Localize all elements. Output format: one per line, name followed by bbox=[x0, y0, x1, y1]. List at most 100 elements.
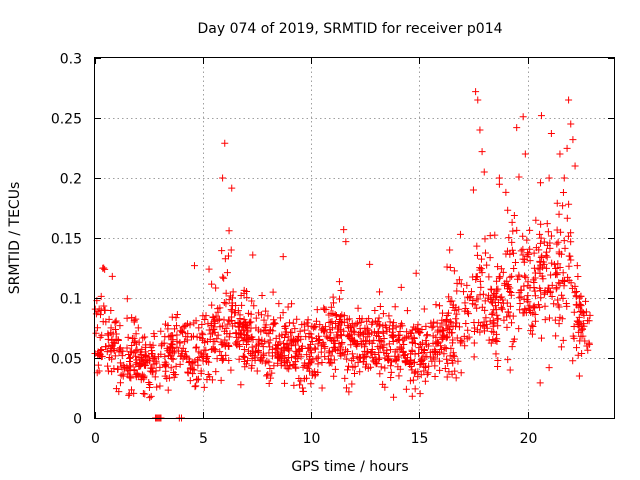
data-point bbox=[491, 290, 499, 298]
data-point bbox=[357, 328, 365, 336]
data-point bbox=[231, 309, 239, 317]
data-point bbox=[414, 368, 422, 376]
data-point bbox=[126, 348, 134, 356]
data-point bbox=[515, 289, 523, 297]
data-point bbox=[221, 139, 229, 147]
data-point bbox=[555, 303, 563, 311]
data-point bbox=[314, 360, 322, 368]
data-point bbox=[316, 321, 324, 329]
data-point bbox=[266, 336, 274, 344]
data-point bbox=[515, 173, 523, 181]
data-point bbox=[234, 318, 242, 326]
data-point bbox=[379, 343, 387, 351]
data-point bbox=[565, 96, 573, 104]
data-point bbox=[531, 292, 539, 300]
data-point bbox=[516, 306, 524, 314]
data-point bbox=[563, 144, 571, 152]
data-point bbox=[579, 320, 587, 328]
data-point bbox=[262, 307, 270, 315]
data-point bbox=[335, 278, 343, 286]
data-point bbox=[291, 352, 299, 360]
data-point bbox=[423, 370, 431, 378]
data-point bbox=[220, 274, 228, 282]
data-point bbox=[326, 335, 334, 343]
data-point bbox=[379, 310, 387, 318]
data-point bbox=[360, 343, 368, 351]
data-point bbox=[320, 328, 328, 336]
x-axis-label: GPS time / hours bbox=[291, 459, 408, 475]
x-tick-label: 5 bbox=[199, 431, 208, 447]
data-point bbox=[130, 339, 138, 347]
data-point bbox=[307, 380, 315, 388]
data-point bbox=[393, 337, 401, 345]
data-point bbox=[488, 310, 496, 318]
data-point bbox=[395, 353, 403, 361]
data-point bbox=[270, 362, 278, 370]
data-point bbox=[329, 309, 337, 317]
data-point bbox=[264, 371, 272, 379]
data-point bbox=[252, 324, 260, 332]
data-point bbox=[132, 347, 140, 355]
data-point bbox=[97, 292, 105, 300]
data-point bbox=[192, 317, 200, 325]
data-point bbox=[537, 234, 545, 242]
data-point bbox=[142, 351, 150, 359]
data-point bbox=[125, 357, 133, 365]
data-point bbox=[107, 329, 115, 337]
data-point bbox=[543, 264, 551, 272]
data-point bbox=[513, 124, 521, 132]
data-point bbox=[325, 347, 333, 355]
data-point bbox=[562, 300, 570, 308]
data-point bbox=[356, 332, 364, 340]
data-point bbox=[305, 330, 313, 338]
data-point bbox=[511, 259, 519, 267]
data-point bbox=[453, 287, 461, 295]
data-point bbox=[116, 379, 124, 387]
data-point bbox=[343, 355, 351, 363]
data-point bbox=[532, 216, 540, 224]
data-point bbox=[310, 322, 318, 330]
data-point bbox=[567, 120, 575, 128]
data-point bbox=[509, 338, 517, 346]
data-point bbox=[519, 245, 527, 253]
data-point bbox=[91, 305, 99, 313]
data-point bbox=[342, 238, 350, 246]
data-point bbox=[495, 174, 503, 182]
data-point bbox=[344, 331, 352, 339]
data-point bbox=[325, 311, 333, 319]
data-point bbox=[186, 365, 194, 373]
data-point bbox=[133, 370, 141, 378]
data-point bbox=[446, 318, 454, 326]
data-point bbox=[158, 340, 166, 348]
data-point bbox=[368, 345, 376, 353]
data-point bbox=[252, 314, 260, 322]
data-point bbox=[184, 369, 192, 377]
data-point bbox=[123, 344, 131, 352]
data-point bbox=[537, 334, 545, 342]
data-point bbox=[331, 365, 339, 373]
data-point bbox=[461, 342, 469, 350]
data-point bbox=[473, 242, 481, 250]
data-point bbox=[327, 303, 335, 311]
data-point bbox=[248, 362, 256, 370]
data-point bbox=[227, 246, 235, 254]
data-point bbox=[281, 330, 289, 338]
data-point bbox=[423, 332, 431, 340]
data-point bbox=[235, 333, 243, 341]
data-point bbox=[368, 349, 376, 357]
data-point bbox=[473, 326, 481, 334]
data-point bbox=[341, 351, 349, 359]
data-point bbox=[192, 382, 200, 390]
data-point bbox=[536, 179, 544, 187]
data-point bbox=[176, 327, 184, 335]
data-point bbox=[453, 334, 461, 342]
data-point bbox=[202, 312, 210, 320]
data-point bbox=[354, 304, 362, 312]
data-point bbox=[192, 344, 200, 352]
data-point bbox=[314, 368, 322, 376]
data-point bbox=[166, 332, 174, 340]
data-point bbox=[322, 332, 330, 340]
data-point bbox=[457, 280, 465, 288]
data-point bbox=[281, 322, 289, 330]
data-point bbox=[514, 275, 522, 283]
